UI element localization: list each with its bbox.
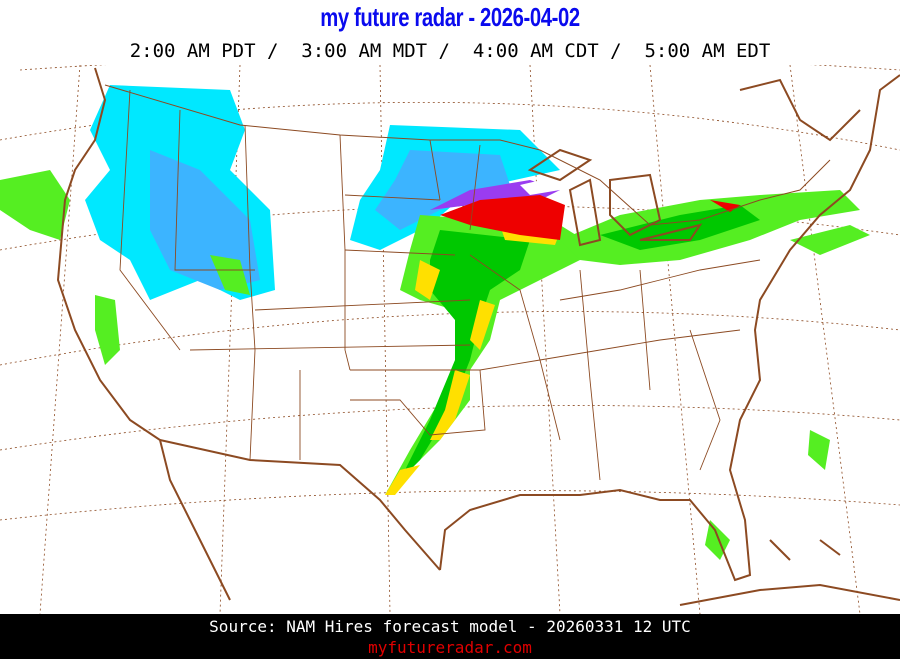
site-link[interactable]: myfutureradar.com <box>368 638 532 657</box>
radar-map <box>0 65 900 614</box>
source-text: Source: NAM Hires forecast model - 20260… <box>209 617 691 636</box>
precip-heavy <box>385 178 740 495</box>
footer: Source: NAM Hires forecast model - 20260… <box>0 614 900 659</box>
precip-snow <box>85 85 560 300</box>
coastlines-and-borders <box>56 67 900 606</box>
state-borders <box>119 89 761 481</box>
page-title: my future radar - 2026-04-02 <box>320 2 580 32</box>
intl-border <box>104 84 831 226</box>
valid-times: 2:00 AM PDT / 3:00 AM MDT / 4:00 AM CDT … <box>129 40 771 62</box>
